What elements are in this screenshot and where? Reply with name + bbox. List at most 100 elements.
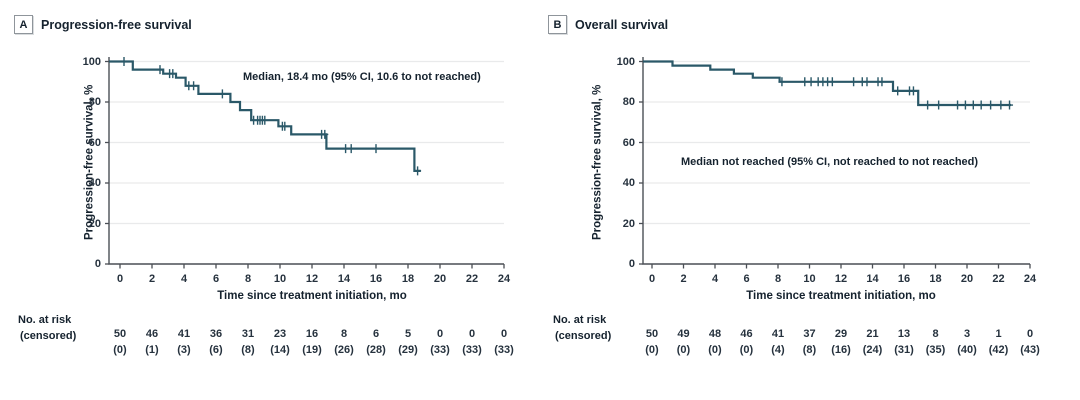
panel-b-censor-mark <box>850 77 858 87</box>
panel-b-title: Overall survival <box>575 17 669 32</box>
panel-a-risk-count: 31 <box>241 328 255 340</box>
panel-a-risk-count: 41 <box>177 328 191 340</box>
panel-b-risk-count: 21 <box>866 328 879 340</box>
panel-a-censor-mark <box>120 57 128 66</box>
panel-b-y-tick-label-20: 20 <box>622 217 635 230</box>
panel-a-risk-count: 5 <box>404 328 412 340</box>
panel-b-x-tick-label-14: 14 <box>866 273 879 285</box>
panel-a-censor-mark <box>281 121 289 131</box>
panel-b-censor-mark <box>807 77 815 87</box>
panel-a-x-axis-label: Time since treatment initiation, mo <box>217 290 407 302</box>
panel-a-y-tick-label-40: 40 <box>88 177 101 189</box>
panel-b-label-box: B <box>548 15 567 34</box>
panel-b-y-axis-label: Progression-free survival, % <box>591 84 604 240</box>
panel-b-x-tick-label-2: 2 <box>680 273 687 285</box>
panel-a-censor-mark <box>321 129 329 139</box>
panel-a-censor-mark <box>414 166 422 176</box>
panel-b-y-tick-label-100: 100 <box>616 55 635 68</box>
panel-b-x-tick-label-18: 18 <box>929 273 942 285</box>
panel-b-censor-mark <box>909 86 917 96</box>
panel-a-risk-count: 0 <box>468 328 476 340</box>
panel-a-censor-mark <box>156 65 164 75</box>
panel-b-risk-censored-count: (42) <box>988 344 1009 356</box>
panel-b-risk-count: 49 <box>677 328 690 340</box>
panel-a-censor-mark <box>190 81 198 91</box>
panel-b-risk-censored-count: (35) <box>925 344 946 356</box>
panel-a-x-tick-label-2: 2 <box>148 273 156 285</box>
panel-b-risk-count: 8 <box>932 328 939 340</box>
panel-b-risk-count: 41 <box>771 328 785 340</box>
panel-b-risk-censored-count: (24) <box>862 344 883 356</box>
panel-b-risk-count: 50 <box>645 328 659 340</box>
panel-b-no-at-risk-label: No. at risk <box>553 314 607 326</box>
panel-b-x-axis-label: Time since treatment initiation, mo <box>746 290 936 302</box>
panel-b-risk-censored-count: (31) <box>894 344 914 356</box>
panel-a-risk-count: 50 <box>113 328 127 340</box>
panel-a-x-tick-label-24: 24 <box>497 273 511 285</box>
panel-a-x-tick-label-4: 4 <box>180 273 188 285</box>
panel-a-risk-censored-count: (33) <box>462 344 482 356</box>
panel-a-risk-censored-count: (33) <box>430 344 450 356</box>
panel-a-header: A Progression-free survival <box>14 15 192 34</box>
panel-a-x-tick-label-16: 16 <box>369 273 383 285</box>
panel-b-risk-count: 46 <box>740 328 753 340</box>
panel-b-risk-censored-count: (0) <box>645 344 659 356</box>
panel-b-y-tick-label-40: 40 <box>622 177 635 189</box>
panel-a-no-at-risk-label: No. at risk <box>18 314 72 326</box>
panel-a-axes <box>108 57 504 265</box>
panel-a-risk-censored-count: (29) <box>398 344 418 356</box>
panel-b-x-tick-label-24: 24 <box>1023 273 1037 285</box>
panel-b-risk-censored-count: (4) <box>771 344 785 356</box>
panel-a-risk-count: 16 <box>305 328 319 340</box>
panel-a-title: Progression-free survival <box>41 17 192 32</box>
panel-a-risk-censored-count: (3) <box>177 344 191 356</box>
panel-b-censored-label: (censored) <box>555 330 612 342</box>
panel-a-risk-count: 8 <box>340 328 348 340</box>
panel-b-censor-mark <box>878 77 886 87</box>
panel-b-risk-count: 48 <box>708 328 722 340</box>
panel-b-risk-count: 13 <box>897 328 911 340</box>
panel-a-x-tick-label-20: 20 <box>433 273 447 285</box>
panel-b-x-tick-label-20: 20 <box>960 273 974 285</box>
panel-b-risk-count: 37 <box>803 328 816 340</box>
panel-b-censor-mark <box>1006 100 1014 110</box>
panel-b-x-tick-label-10: 10 <box>803 273 816 285</box>
panel-b-x-tick-label-4: 4 <box>711 273 719 285</box>
panel-b-risk-censored-count: (0) <box>739 344 754 356</box>
panel-a-x-tick-label-6: 6 <box>212 273 220 285</box>
panel-b-censor-mark <box>954 100 962 110</box>
panel-b-x-tick-label-6: 6 <box>743 273 750 285</box>
panel-a-risk-count: 0 <box>436 328 444 340</box>
panel-a-x-tick-label-12: 12 <box>305 273 319 285</box>
panel-b-risk-count: 0 <box>1026 328 1034 340</box>
panel-b-x-tick-label-12: 12 <box>834 273 848 285</box>
panel-a-y-tick-label-0: 0 <box>94 258 101 270</box>
panel-b-risk-censored-count: (43) <box>1020 344 1040 356</box>
panel-a-risk-count: 0 <box>500 328 508 340</box>
panel-b-censor-mark <box>863 77 871 87</box>
panel-b-header: B Overall survival <box>548 15 668 34</box>
panel-b-censor-mark <box>977 100 985 110</box>
panel-a-risk-count: 6 <box>372 328 380 340</box>
panel-a-risk-censored-count: (14) <box>270 344 290 356</box>
panel-a-x-tick-label-18: 18 <box>401 273 415 285</box>
panel-a-risk-count: 36 <box>209 328 223 340</box>
panel-b-censor-mark <box>801 77 809 87</box>
panel-b-x-tick-label-8: 8 <box>774 273 782 285</box>
panel-a-x-tick-label-14: 14 <box>337 273 351 285</box>
panel-a-risk-censored-count: (6) <box>209 344 223 356</box>
panel-b-x-tick-label-0: 0 <box>648 273 656 285</box>
panel-b-median-annotation: Median not reached (95% CI, not reached … <box>681 156 979 168</box>
panel-a-x-tick-label-22: 22 <box>465 273 479 285</box>
panel-b-censor-mark <box>997 100 1005 110</box>
panel-b-censor-mark <box>894 86 902 96</box>
panel-b-risk-censored-count: (16) <box>831 344 851 356</box>
panel-a-y-tick-label-20: 20 <box>88 217 101 230</box>
panel-b-risk-count: 29 <box>834 328 848 340</box>
panel-a-risk-censored-count: (33) <box>494 344 514 356</box>
panel-a-risk-count: 23 <box>273 328 287 340</box>
panel-a-label-box: A <box>14 15 33 34</box>
panel-a-risk-count: 46 <box>145 328 159 340</box>
panel-a-censor-mark <box>169 69 177 79</box>
